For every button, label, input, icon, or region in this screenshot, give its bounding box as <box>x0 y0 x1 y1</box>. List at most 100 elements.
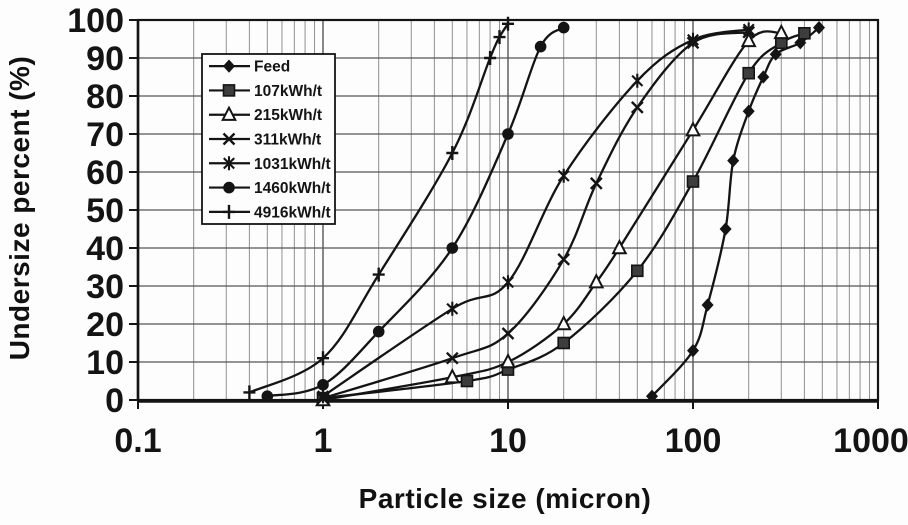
marker-x <box>589 177 603 190</box>
marker-square-filled <box>742 66 756 80</box>
marker-circle-filled <box>446 242 459 254</box>
marker-diamond-filled <box>687 344 699 358</box>
marker-x <box>630 101 644 114</box>
legend-label: 107kWh/t <box>254 83 322 100</box>
marker-diamond-filled <box>742 104 755 118</box>
x-tick-label: 1 <box>314 422 333 460</box>
legend-label: 311kWh/t <box>254 132 321 149</box>
x-tick-label: 100 <box>665 422 722 460</box>
legend-label: Feed <box>254 59 290 76</box>
y-tick-label: 70 <box>86 116 124 154</box>
marker-diamond-filled <box>719 222 732 236</box>
legend-label: 4916kWh/t <box>254 204 331 221</box>
marker-square-filled <box>686 175 700 188</box>
marker-asterisk <box>317 389 329 404</box>
legend-item-4916kwh-t: 4916kWh/t <box>209 204 331 221</box>
y-tick-label: 40 <box>86 230 124 268</box>
marker-triangle-open <box>588 273 605 289</box>
marker-plus <box>223 204 235 219</box>
marker-diamond-filled <box>727 154 740 168</box>
marker-triangle-open <box>611 238 628 255</box>
legend-item-311kwh-t: 311kWh/t <box>209 132 321 149</box>
marker-asterisk <box>687 32 699 47</box>
x-axis-title: Particle size (micron) <box>358 483 652 514</box>
series-group <box>243 16 825 407</box>
series-4916kwh-t <box>243 16 514 400</box>
y-tick-label: 80 <box>86 78 124 116</box>
y-tick-label: 50 <box>86 192 124 230</box>
marker-plus <box>502 16 514 31</box>
marker-asterisk <box>557 168 570 183</box>
legend-item-215kwh-t: 215kWh/t <box>209 105 322 124</box>
marker-x <box>557 253 571 266</box>
marker-diamond-filled <box>701 298 714 312</box>
legend-label: 215kWh/t <box>254 107 322 124</box>
y-tick-label: 100 <box>67 2 124 40</box>
marker-square-filled <box>557 336 571 350</box>
marker-circle-filled <box>534 40 547 53</box>
series-1460kwh-t <box>261 21 570 402</box>
marker-x <box>501 327 515 340</box>
y-tick-label: 60 <box>86 154 124 192</box>
marker-triangle-open <box>685 121 701 137</box>
marker-triangle-open <box>444 368 461 384</box>
marker-diamond-filled <box>769 47 782 61</box>
marker-diamond-filled <box>223 59 235 73</box>
marker-asterisk <box>223 156 235 171</box>
marker-triangle-open <box>555 314 572 331</box>
series-line-215kwh-t <box>322 30 782 402</box>
y-tick-label: 20 <box>86 306 124 344</box>
series-215kwh-t <box>315 23 790 407</box>
marker-diamond-filled <box>757 70 770 84</box>
marker-plus <box>317 351 329 366</box>
y-tick-label: 10 <box>86 344 124 382</box>
legend: Feed 107kWh/t 215kWh/t 311kWh/t 1031kWh/t 146… <box>201 53 336 225</box>
series-feed <box>646 21 825 403</box>
marker-plus <box>493 30 506 45</box>
marker-plus <box>243 385 256 400</box>
marker-circle-filled <box>261 390 274 402</box>
marker-circle-filled <box>223 181 235 194</box>
legend-label: 1031kWh/t <box>254 156 331 173</box>
marker-triangle-open <box>500 352 516 369</box>
y-tick-label: 90 <box>86 40 124 78</box>
legend-item-1460kwh-t: 1460kWh/t <box>209 180 331 197</box>
marker-square-filled <box>798 26 811 40</box>
legend-item-feed: Feed <box>209 59 290 76</box>
marker-circle-filled <box>317 379 329 391</box>
marker-x <box>222 132 236 146</box>
marker-asterisk <box>446 301 459 316</box>
marker-circle-filled <box>502 128 514 140</box>
x-tick-label: 1000 <box>833 422 908 460</box>
series-1031kwh-t <box>317 22 755 404</box>
y-tick-label: 0 <box>105 382 124 420</box>
marker-plus <box>446 146 459 160</box>
marker-plus <box>484 51 497 65</box>
y-tick-label: 30 <box>86 268 124 306</box>
marker-circle-filled <box>557 21 570 34</box>
series-line-1031kwh-t <box>322 28 749 398</box>
marker-square-filled <box>222 84 236 97</box>
legend-item-1031kwh-t: 1031kWh/t <box>209 156 331 173</box>
marker-asterisk <box>742 22 755 37</box>
legend-label: 1460kWh/t <box>254 180 331 197</box>
marker-x <box>445 351 459 365</box>
x-tick-label: 10 <box>489 422 527 460</box>
legend-item-107kwh-t: 107kWh/t <box>209 83 322 100</box>
marker-asterisk <box>631 73 644 88</box>
marker-square-filled <box>460 374 474 388</box>
marker-asterisk <box>502 275 514 290</box>
marker-diamond-filled <box>646 389 658 403</box>
marker-circle-filled <box>372 325 385 338</box>
marker-triangle-open <box>773 23 790 40</box>
y-axis-title: Undersize percent (%) <box>4 55 35 361</box>
marker-square-filled <box>630 264 644 278</box>
x-tick-label: 0.1 <box>114 422 161 460</box>
axis-ticks <box>129 19 879 409</box>
marker-triangle-open <box>740 31 757 48</box>
marker-triangle-open <box>221 105 237 121</box>
series-107kwh-t <box>316 26 811 405</box>
